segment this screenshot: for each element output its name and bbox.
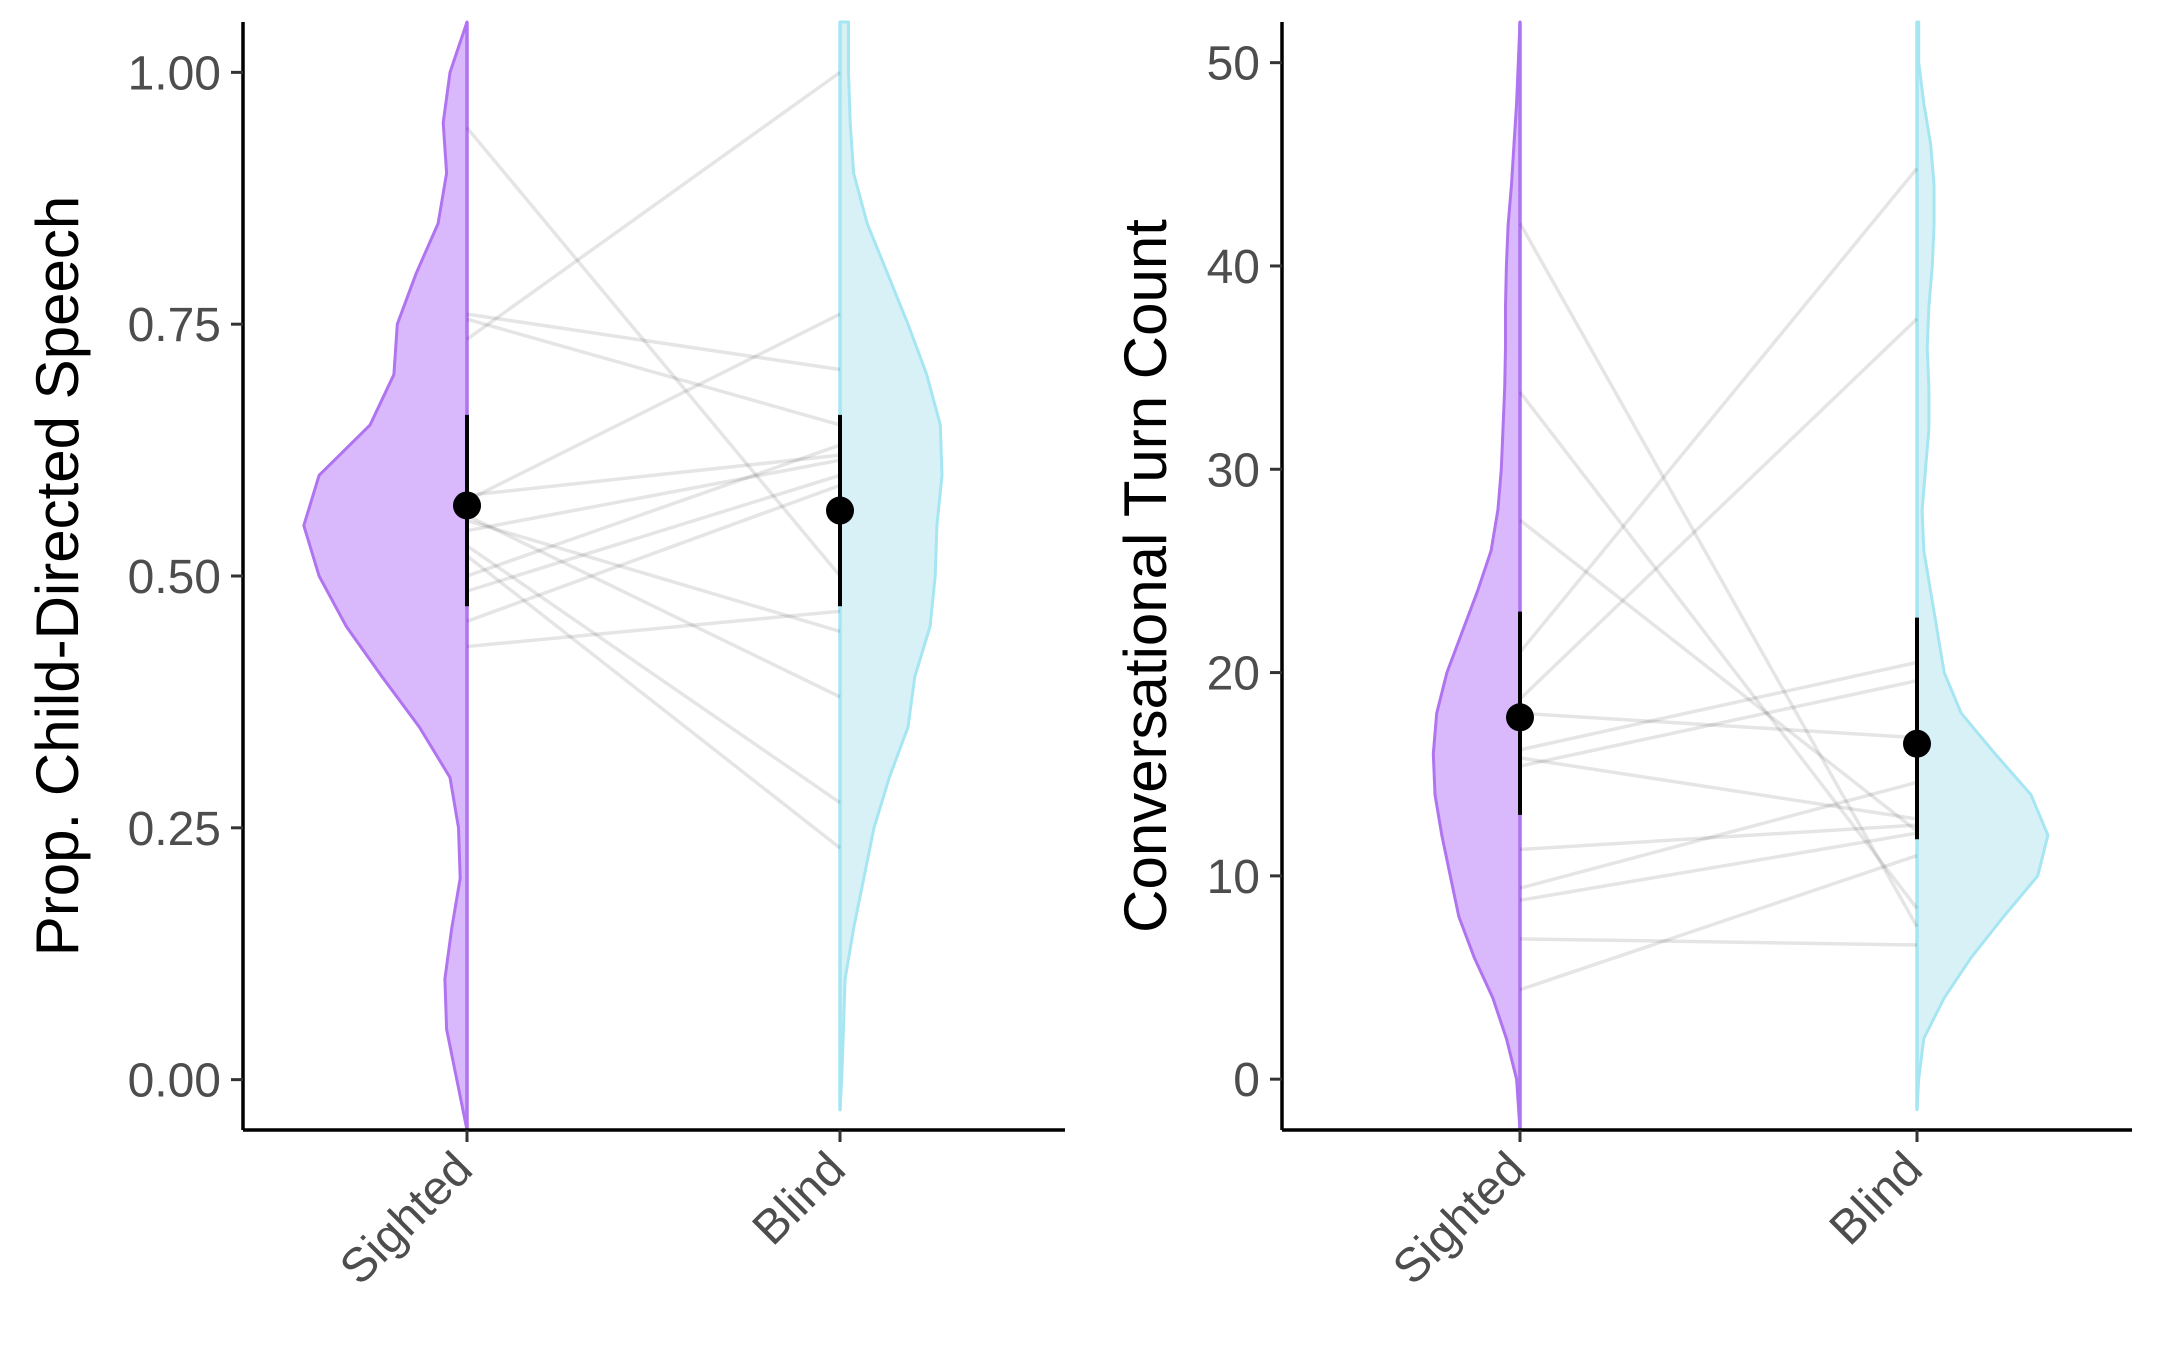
- paired-line: [466, 473, 841, 593]
- paired-line: [1518, 222, 1919, 928]
- paired-line: [466, 483, 841, 623]
- paired-line: [1519, 756, 1918, 821]
- y-tick-label: 20: [1207, 648, 1260, 701]
- y-tick-label: 40: [1207, 241, 1260, 294]
- paired-line: [466, 317, 841, 427]
- y-tick-label: 30: [1207, 444, 1260, 497]
- paired-line: [466, 453, 841, 498]
- paired-line: [1519, 853, 1918, 992]
- panel-conversational-turn-count: 0 10 20 30 40 50 Sighted Blind Conversational Tu…: [1112, 20, 2132, 1295]
- paired-line: [1519, 780, 1918, 890]
- violin-blind: [1915, 20, 2050, 1112]
- x-tick-label: Sighted: [330, 1142, 483, 1295]
- y-tick-label: 50: [1207, 38, 1260, 91]
- x-tick-label: Blind: [1820, 1142, 1933, 1255]
- x-tick-label: Sighted: [1383, 1142, 1536, 1295]
- y-tick-label: 0.50: [128, 551, 221, 604]
- y-tick-label: 0.00: [128, 1055, 221, 1108]
- paired-line: [1518, 518, 1919, 833]
- paired-line: [466, 513, 841, 699]
- paired-line: [466, 609, 841, 649]
- violin-sighted: [302, 20, 469, 1132]
- violin-blind: [838, 20, 944, 1112]
- paired-line: [1519, 831, 1918, 902]
- paired-line: [1518, 390, 1919, 910]
- paired-line: [466, 312, 841, 372]
- y-tick-label: 1.00: [128, 47, 221, 100]
- paired-line: [466, 518, 841, 634]
- paired-line: [1519, 937, 1918, 947]
- panel-child-directed-speech: 0.00 0.25 0.50 0.75 1.00 Sighted Blind Prop. Ch…: [24, 20, 1065, 1295]
- x-tick-label: Blind: [743, 1142, 856, 1255]
- paired-line: [465, 70, 842, 341]
- y-tick-label: 0.25: [128, 803, 221, 856]
- y-tick-label: 0.75: [128, 299, 221, 352]
- y-tick-label: 10: [1207, 851, 1260, 904]
- mean-point-blind: [1903, 729, 1931, 758]
- mean-point-sighted: [453, 491, 481, 520]
- paired-line: [465, 126, 842, 578]
- paired-line: [466, 544, 841, 805]
- paired-line: [1518, 317, 1919, 701]
- paired-line: [1519, 660, 1918, 752]
- paired-line: [466, 312, 841, 503]
- y-axis-title: Conversational Turn Count: [1112, 219, 1179, 933]
- paired-line: [1519, 823, 1918, 852]
- paired-line: [465, 554, 842, 850]
- mean-point-blind: [826, 496, 854, 525]
- paired-line: [466, 458, 841, 533]
- paired-line: [466, 443, 841, 578]
- y-tick-label: 0: [1233, 1054, 1260, 1107]
- y-axis-title: Prop. Child-Directed Speech: [24, 196, 91, 956]
- paired-line: [1519, 678, 1918, 768]
- paired-line: [1519, 711, 1918, 740]
- mean-point-sighted: [1506, 703, 1534, 732]
- violin-sighted: [1431, 20, 1522, 1132]
- paired-line: [1518, 167, 1919, 654]
